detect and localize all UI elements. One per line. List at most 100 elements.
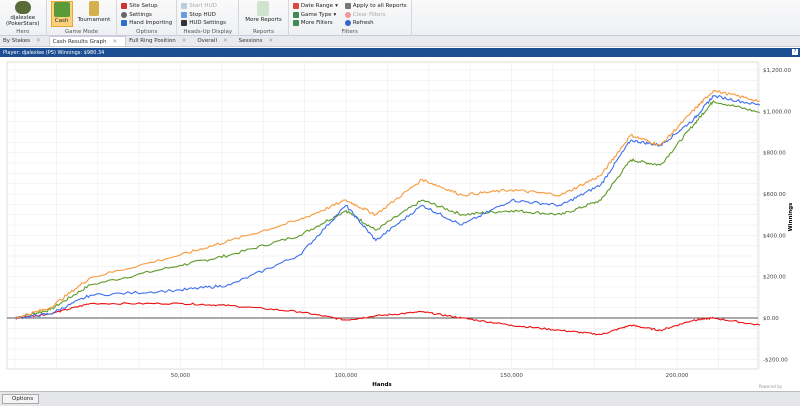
import-icon: [121, 20, 128, 27]
cash-icon: [53, 2, 70, 17]
y-tick-label: $600.00: [763, 192, 786, 198]
tab-cash-results-graph[interactable]: Cash Results Graph ✕: [48, 36, 127, 46]
results-chart: $1,200.00 $1,000.00 $800.00 $600.00 $400.00 $…: [6, 61, 794, 389]
help-icon[interactable]: ?: [792, 49, 798, 55]
label: More Filters: [300, 20, 333, 27]
label: Apply to all Reports: [352, 2, 407, 9]
hand-importing-button[interactable]: Hand Importing: [121, 19, 172, 27]
refresh-button[interactable]: Refresh: [344, 19, 407, 27]
group-game-mode: Cash Tournament Game Mode: [47, 0, 118, 36]
close-tab-icon[interactable]: ✕: [222, 38, 228, 44]
close-tab-icon[interactable]: ✕: [36, 38, 41, 44]
label: Start HUD: [189, 2, 217, 9]
x-tick-label: 150,000: [500, 373, 523, 379]
y-tick-label: $1,200.00: [763, 68, 791, 74]
start-hud-button[interactable]: Start HUD: [181, 2, 226, 10]
group-hero: djalexlee (PokerStars) Hero: [0, 0, 47, 36]
clear-icon: [344, 11, 351, 18]
hero-button[interactable]: djalexlee (PokerStars): [4, 1, 42, 27]
tab-sessions[interactable]: Sessions ✕: [236, 36, 281, 46]
play-icon: [181, 2, 188, 9]
group-hud: Start HUD Stop HUD HUD Settings Heads-Up…: [177, 0, 240, 36]
y-tick-label: -$200.00: [763, 357, 788, 363]
player-avatar-icon: [14, 1, 31, 14]
more-reports-button[interactable]: More Reports: [243, 1, 283, 27]
chevron-down-icon: ▾: [335, 2, 338, 9]
filter-icon: [292, 20, 299, 27]
site-setup-button[interactable]: Site Setup: [121, 2, 172, 10]
hud-settings-button[interactable]: HUD Settings: [181, 19, 226, 27]
y-tick-label: $800.00: [763, 151, 786, 157]
tab-label: By Stakes: [3, 38, 31, 44]
tab-overall[interactable]: Overall ✕: [194, 36, 235, 46]
plot-area: [6, 61, 759, 370]
label: Hand Importing: [129, 20, 173, 27]
report-tabs: By Stakes ✕ Cash Results Graph ✕ Full Ring P…: [0, 36, 800, 47]
x-tick-label: 50,000: [171, 373, 191, 379]
refresh-icon: [344, 20, 351, 27]
y-tick-label: $0.00: [763, 316, 779, 322]
tab-label: Full Ring Position: [129, 38, 176, 44]
label: HUD Settings: [189, 20, 226, 27]
game-type-icon: [292, 11, 299, 18]
y-tick-label: $400.00: [763, 233, 786, 239]
tab-label: Sessions: [238, 38, 263, 44]
tab-label: Cash Results Graph: [52, 39, 107, 45]
group-label: Filters: [341, 29, 358, 35]
game-type-button[interactable]: Game Type ▾: [292, 11, 338, 19]
cash-label: Cash: [54, 18, 69, 24]
ribbon-toolbar: djalexlee (PokerStars) Hero Cash Tournam…: [0, 0, 800, 36]
more-filters-button[interactable]: More Filters: [292, 19, 338, 27]
close-tab-icon[interactable]: ✕: [181, 38, 187, 44]
apply-all-reports-button[interactable]: Apply to all Reports: [344, 2, 407, 10]
x-tick-label: 200,000: [666, 373, 689, 379]
label: Site Setup: [129, 2, 158, 9]
tab-label: Overall: [197, 38, 217, 44]
group-label: Reports: [252, 29, 275, 35]
status-bar: Options: [0, 391, 800, 406]
apply-icon: [344, 2, 351, 9]
stop-hud-button[interactable]: Stop HUD: [181, 11, 226, 19]
tournament-button[interactable]: Tournament: [76, 1, 113, 27]
group-label: Heads-Up Display: [183, 29, 233, 35]
label: Settings: [129, 11, 152, 18]
tournament-label: Tournament: [77, 17, 111, 23]
settings-button[interactable]: Settings: [121, 11, 172, 19]
label: Options: [12, 396, 34, 402]
series-line-non-showdown: [14, 302, 761, 336]
close-tab-icon[interactable]: ✕: [112, 39, 118, 45]
powered-by-text: Powered by: [759, 384, 783, 389]
tab-by-stakes[interactable]: By Stakes ✕: [0, 36, 49, 46]
date-range-button[interactable]: Date Range ▾: [292, 2, 338, 10]
cash-button[interactable]: Cash: [50, 1, 73, 27]
clear-filters-button[interactable]: Clear Filters: [344, 11, 407, 19]
group-label: Hero: [16, 29, 30, 35]
x-axis-label: Hands: [372, 382, 392, 388]
label: Game Type: [300, 11, 332, 18]
player-winnings: Player: djalexlee (PS) Winnings: $980.34: [3, 50, 105, 56]
stop-icon: [181, 11, 188, 18]
hero-name: djalexlee (PokerStars): [6, 15, 40, 27]
hud-icon: [181, 20, 188, 27]
series-line-all-in-ev: [14, 89, 760, 319]
calendar-icon: [292, 2, 299, 9]
group-reports: More Reports Reports: [239, 0, 289, 36]
label: Refresh: [352, 20, 374, 27]
group-label: Options: [136, 29, 158, 35]
group-filters: Date Range ▾ Game Type ▾ More Filters Appl…: [289, 0, 412, 36]
label: More Reports: [245, 17, 282, 23]
options-button[interactable]: Options: [2, 394, 40, 404]
label: Date Range: [300, 2, 334, 9]
group-options: Site Setup Settings Hand Importing Optio…: [117, 0, 178, 36]
chevron-down-icon: ▾: [333, 11, 337, 18]
y-tick-label: $200.00: [763, 275, 786, 281]
x-tick-label: 100,000: [335, 373, 358, 379]
label: Clear Filters: [352, 11, 386, 18]
trophy-icon: [88, 1, 99, 16]
player-bar: Player: djalexlee (PS) Winnings: $980.34…: [0, 48, 800, 57]
y-tick-label: $1,000.00: [763, 109, 791, 115]
series-line-net-won: [14, 100, 760, 319]
close-tab-icon[interactable]: ✕: [268, 38, 274, 44]
tab-full-ring-position[interactable]: Full Ring Position ✕: [126, 36, 194, 46]
site-setup-icon: [121, 2, 128, 9]
